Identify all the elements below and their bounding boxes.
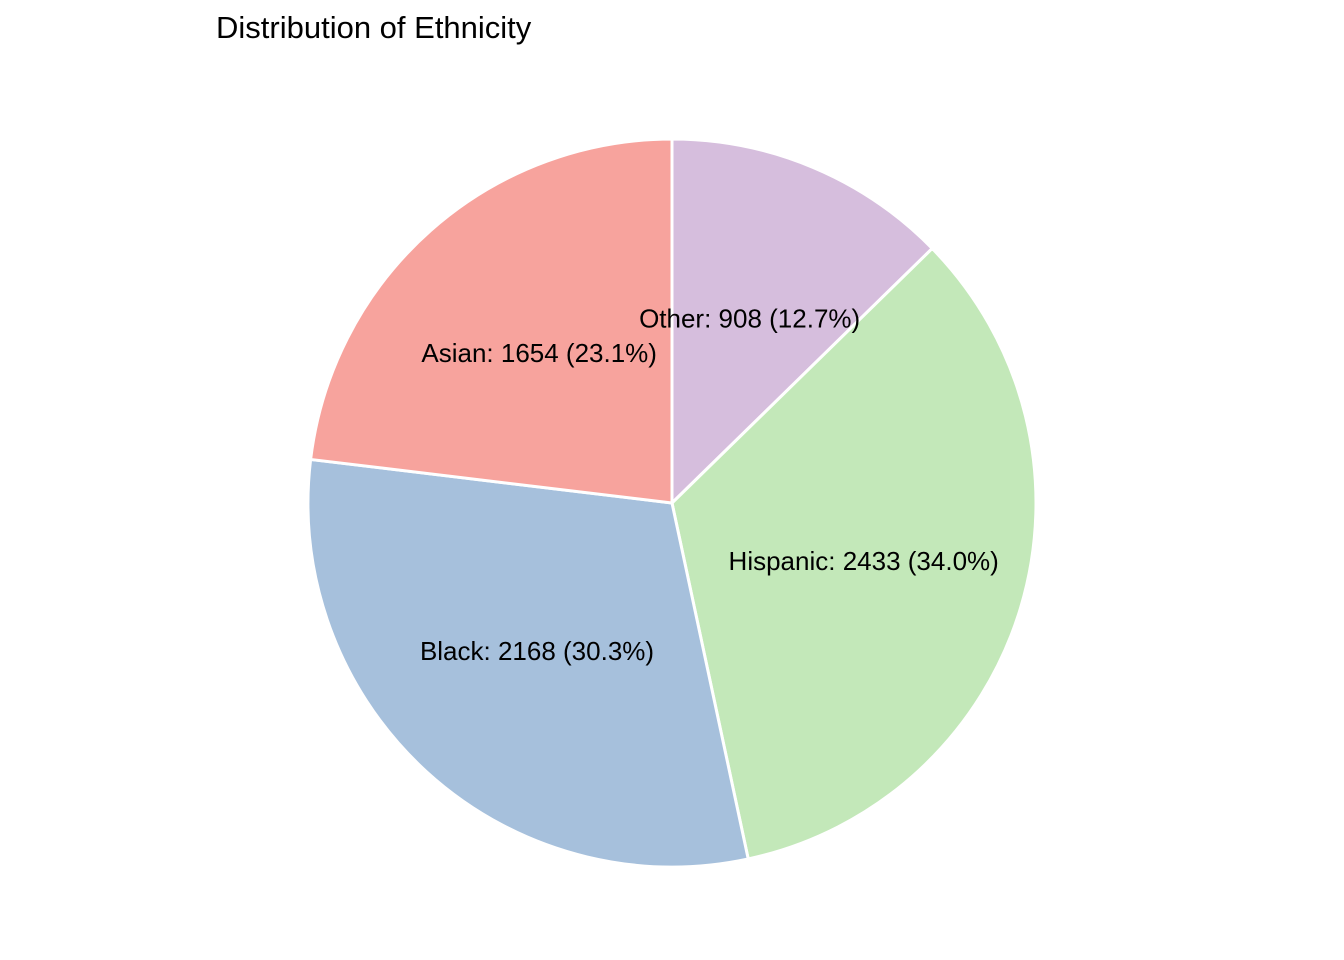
pie-labels: Other: 908 (12.7%) Hispanic: 2433 (34.0%)… [420,303,999,665]
pie-slice-other [670,137,935,507]
slice-label-black: Black: 2168 (30.3%) [420,636,654,666]
slice-label-hispanic: Hispanic: 2433 (34.0%) [729,546,999,576]
pie-slice-black [306,457,751,869]
slice-label-other: Other: 908 (12.7%) [639,303,860,333]
pie-slices [306,137,1038,869]
pie-slice-asian [308,137,674,505]
pie-slice-hispanic [670,246,1038,861]
chart-title: Distribution of Ethnicity [216,10,532,45]
slice-label-asian: Asian: 1654 (23.1%) [421,338,657,368]
